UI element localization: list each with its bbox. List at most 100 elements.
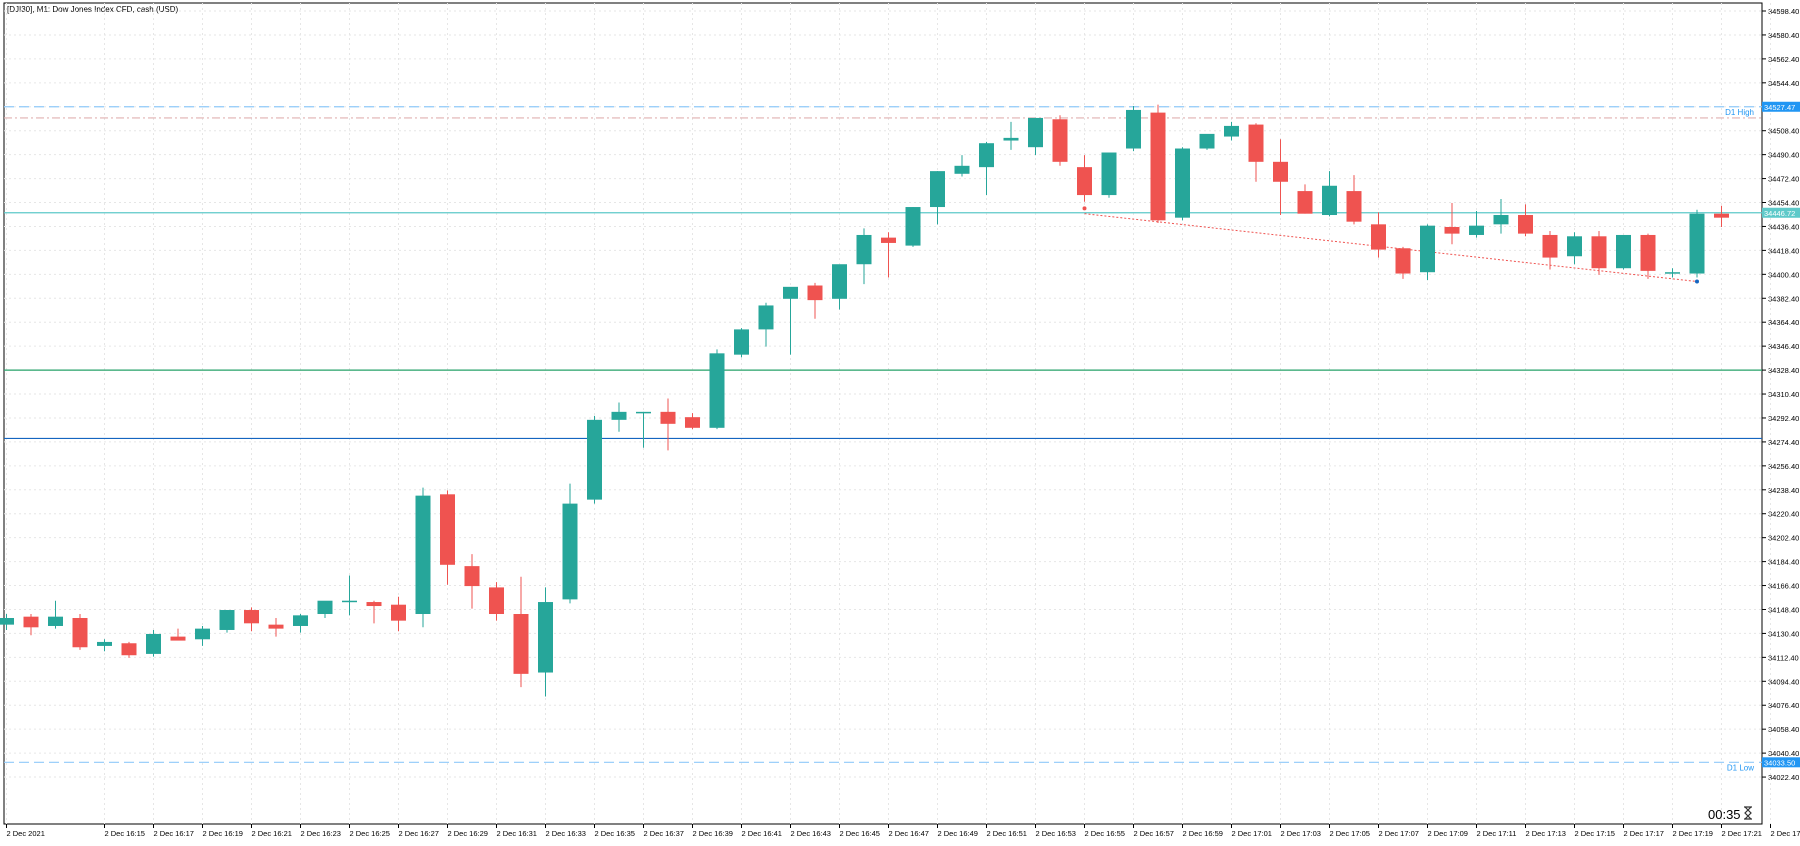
- candle-body[interactable]: [1469, 225, 1484, 235]
- candle-body[interactable]: [856, 234, 872, 265]
- level-name-label: D1 Low: [1727, 763, 1754, 772]
- candle-body[interactable]: [1028, 117, 1043, 148]
- price-tag-label: 34033.50: [1764, 758, 1795, 767]
- candle-body[interactable]: [0, 617, 14, 625]
- candle-body[interactable]: [342, 600, 357, 603]
- price-tag-bg: [1762, 101, 1800, 112]
- candle-body[interactable]: [1297, 191, 1313, 214]
- candle-body[interactable]: [636, 411, 651, 414]
- y-tick-label: 34382.40: [1768, 294, 1799, 303]
- candle-body[interactable]: [783, 286, 798, 299]
- x-tick-label: 2 Dec 17:21: [1722, 829, 1762, 838]
- x-tick-label: 2 Dec 16:21: [252, 829, 292, 838]
- candle-body[interactable]: [219, 610, 235, 630]
- candle-body[interactable]: [807, 285, 823, 301]
- x-tick-label: 2 Dec 17:15: [1575, 829, 1615, 838]
- candle-body[interactable]: [244, 610, 259, 624]
- candle-body[interactable]: [464, 566, 480, 587]
- hourglass-icon: [1744, 806, 1752, 820]
- trendline[interactable]: [1084, 213, 1698, 283]
- candle-body[interactable]: [1077, 167, 1092, 196]
- candle-body[interactable]: [758, 305, 774, 330]
- candle-body[interactable]: [1371, 224, 1386, 250]
- candle-body[interactable]: [513, 614, 529, 674]
- x-tick-label: 2 Dec 16:23: [301, 829, 341, 838]
- candle-body[interactable]: [611, 411, 627, 420]
- trendline-anchor[interactable]: [1082, 206, 1087, 211]
- candle-body[interactable]: [489, 587, 504, 615]
- y-tick-label: 34436.40: [1768, 222, 1799, 231]
- candle-body[interactable]: [954, 165, 970, 174]
- x-tick-label: 2 Dec 17:03: [1281, 829, 1321, 838]
- y-tick-label: 34400.40: [1768, 270, 1799, 279]
- candle-body[interactable]: [1346, 191, 1362, 222]
- y-tick-label: 34166.40: [1768, 582, 1799, 591]
- y-tick-label: 34418.40: [1768, 246, 1799, 255]
- candle-body[interactable]: [23, 616, 39, 628]
- x-tick-label: 2 Dec 16:43: [791, 829, 831, 838]
- candle-body[interactable]: [979, 143, 994, 168]
- y-tick-label: 34562.40: [1768, 55, 1799, 64]
- candle-body[interactable]: [685, 417, 700, 428]
- candle-body[interactable]: [1518, 215, 1533, 234]
- candle-body[interactable]: [1689, 213, 1705, 274]
- candle-body[interactable]: [1322, 185, 1337, 216]
- candle-body[interactable]: [170, 636, 186, 641]
- candle-body[interactable]: [268, 624, 284, 629]
- candle-body[interactable]: [440, 494, 455, 565]
- candle-body[interactable]: [1003, 137, 1019, 141]
- candle-body[interactable]: [660, 411, 676, 424]
- candle-body[interactable]: [1616, 234, 1631, 269]
- candle-body[interactable]: [1052, 119, 1068, 162]
- x-tick-label: 2 Dec 16:25: [350, 829, 390, 838]
- candle-body[interactable]: [1150, 112, 1166, 221]
- candle-body[interactable]: [317, 600, 333, 615]
- candle-body[interactable]: [1493, 215, 1509, 225]
- candle-body[interactable]: [734, 329, 749, 355]
- trendline-anchor[interactable]: [1695, 279, 1699, 284]
- candle-body[interactable]: [97, 641, 112, 646]
- candle-body[interactable]: [1444, 226, 1460, 234]
- candle-body[interactable]: [1248, 124, 1264, 162]
- x-tick-label: 2 Dec 16:29: [448, 829, 488, 838]
- candle-body[interactable]: [1714, 213, 1729, 218]
- x-tick-label: 2 Dec 17:17: [1624, 829, 1664, 838]
- candle-body[interactable]: [391, 604, 406, 621]
- candle-body[interactable]: [832, 264, 847, 299]
- candle-body[interactable]: [881, 237, 896, 243]
- candle-body[interactable]: [905, 207, 921, 246]
- candle-body[interactable]: [562, 503, 578, 600]
- candle-body[interactable]: [146, 633, 161, 654]
- y-tick-label: 34310.40: [1768, 390, 1799, 399]
- candle-body[interactable]: [121, 643, 137, 656]
- y-tick-label: 34076.40: [1768, 701, 1799, 710]
- candle-body[interactable]: [415, 495, 431, 615]
- candle-body[interactable]: [709, 353, 725, 428]
- candle-body[interactable]: [930, 171, 945, 208]
- candle-body[interactable]: [1175, 148, 1190, 218]
- candle-body[interactable]: [48, 616, 63, 626]
- candle-body[interactable]: [1542, 234, 1558, 258]
- candle-body[interactable]: [1126, 109, 1141, 149]
- candle-body[interactable]: [1640, 234, 1656, 271]
- candle-body[interactable]: [1665, 272, 1680, 274]
- candle-body[interactable]: [1224, 125, 1239, 137]
- candle-body[interactable]: [293, 615, 308, 626]
- candle-body[interactable]: [1567, 236, 1582, 257]
- candle-body[interactable]: [538, 602, 553, 673]
- y-tick-label: 34364.40: [1768, 318, 1799, 327]
- candle-body[interactable]: [1273, 161, 1288, 182]
- candle-body[interactable]: [72, 617, 88, 648]
- candle-body[interactable]: [587, 419, 602, 500]
- candle-body[interactable]: [366, 602, 382, 607]
- candle-body[interactable]: [1591, 236, 1607, 269]
- candle-body[interactable]: [1101, 152, 1117, 196]
- candle-body[interactable]: [1395, 248, 1411, 274]
- x-tick-label: 2 Dec 2021: [7, 829, 45, 838]
- candle-body[interactable]: [1420, 225, 1435, 273]
- candle-body[interactable]: [195, 628, 210, 640]
- price-tag-bg: [1762, 757, 1800, 768]
- candle-body[interactable]: [1199, 133, 1215, 149]
- x-tick-label: 2 Dec 17:19: [1673, 829, 1713, 838]
